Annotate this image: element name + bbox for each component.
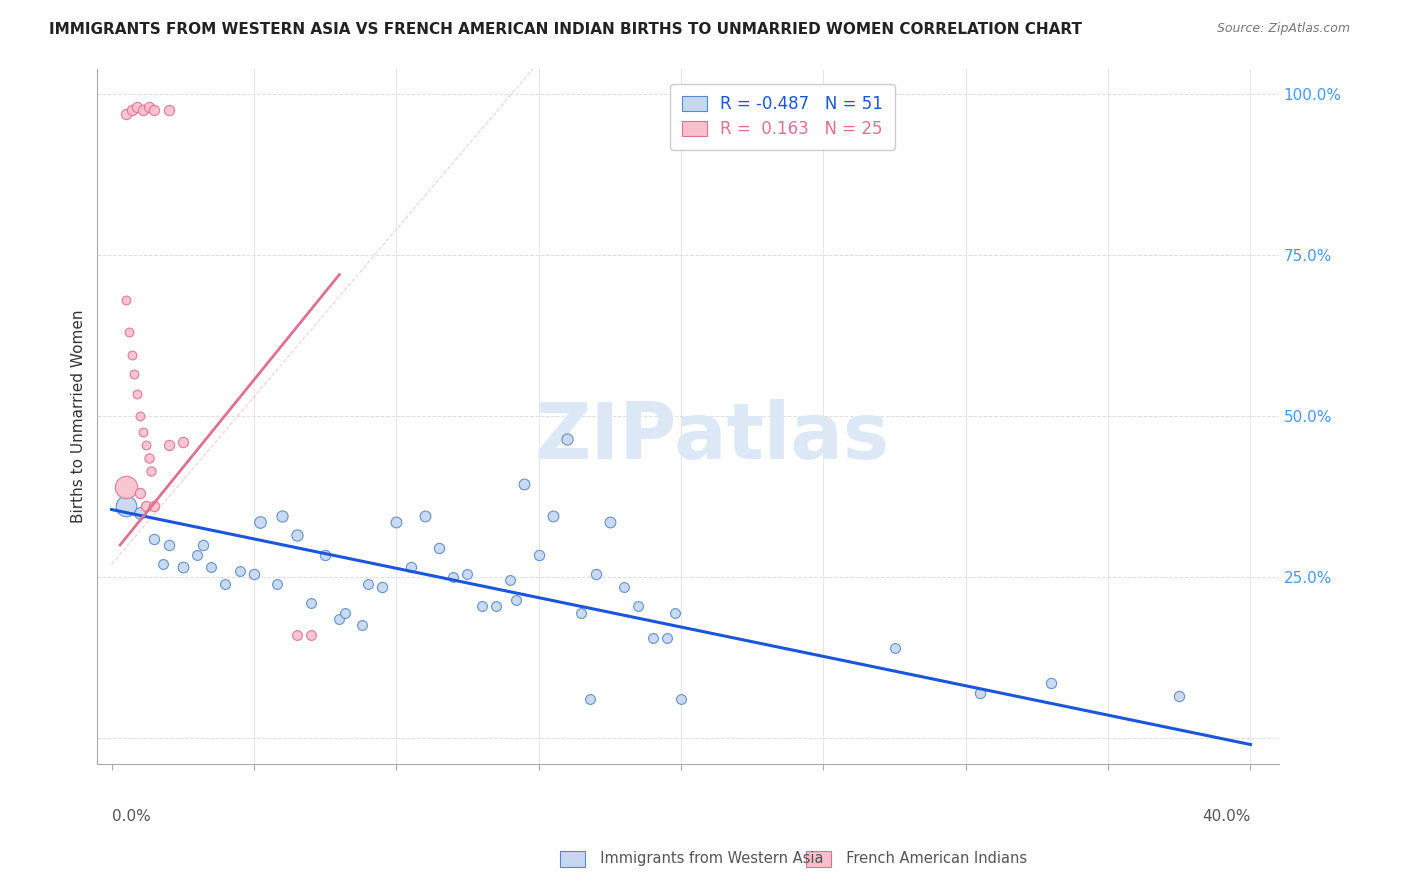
Point: [385, 516, 408, 530]
Point: [135, 438, 157, 452]
Point: [579, 692, 602, 706]
Point: [157, 538, 180, 552]
Y-axis label: Births to Unmarried Women: Births to Unmarried Women: [72, 310, 86, 523]
Point: [357, 576, 380, 591]
Point: [505, 592, 527, 607]
Point: [513, 476, 536, 491]
Point: [132, 103, 155, 118]
Point: [114, 480, 136, 494]
Point: [129, 486, 152, 500]
Point: [129, 409, 152, 424]
Point: [585, 566, 607, 581]
Point: [271, 508, 294, 523]
Point: [569, 606, 592, 620]
Text: French American Indians: French American Indians: [837, 851, 1026, 865]
Point: [135, 500, 157, 514]
Point: [541, 508, 564, 523]
Point: [285, 628, 308, 642]
Point: [114, 106, 136, 120]
Point: [114, 293, 136, 308]
Point: [485, 599, 508, 613]
Text: 0.0%: 0.0%: [111, 809, 150, 824]
Point: [228, 564, 250, 578]
Point: [266, 576, 288, 591]
Point: [200, 560, 222, 574]
Point: [138, 100, 160, 114]
Point: [191, 538, 214, 552]
Point: [613, 580, 636, 594]
Point: [143, 500, 166, 514]
Point: [172, 434, 194, 449]
Point: [129, 506, 152, 520]
Point: [249, 516, 271, 530]
Point: [143, 532, 166, 546]
Point: [883, 640, 905, 655]
Point: [124, 368, 146, 382]
Point: [664, 606, 686, 620]
Point: [299, 596, 322, 610]
Point: [143, 103, 166, 118]
Point: [641, 632, 664, 646]
Text: Immigrants from Western Asia: Immigrants from Western Asia: [591, 851, 823, 865]
Point: [669, 692, 692, 706]
Point: [655, 632, 678, 646]
Point: [599, 516, 621, 530]
Point: [371, 580, 394, 594]
Point: [555, 432, 578, 446]
Point: [328, 612, 350, 626]
Point: [141, 464, 163, 478]
Point: [352, 618, 374, 632]
Point: [138, 450, 160, 465]
Text: IMMIGRANTS FROM WESTERN ASIA VS FRENCH AMERICAN INDIAN BIRTHS TO UNMARRIED WOMEN: IMMIGRANTS FROM WESTERN ASIA VS FRENCH A…: [49, 22, 1083, 37]
Point: [121, 103, 143, 118]
Point: [399, 560, 422, 574]
Point: [499, 574, 522, 588]
Text: ZIPatlas: ZIPatlas: [534, 399, 889, 475]
Point: [413, 508, 436, 523]
Point: [627, 599, 650, 613]
Point: [127, 386, 149, 401]
Point: [132, 425, 155, 440]
Point: [285, 528, 308, 542]
Point: [456, 566, 478, 581]
Point: [121, 348, 143, 362]
Point: [157, 438, 180, 452]
Point: [127, 100, 149, 114]
Point: [471, 599, 494, 613]
Point: [969, 686, 991, 700]
Point: [527, 548, 550, 562]
Point: [299, 628, 322, 642]
Point: [427, 541, 450, 556]
Legend: R = -0.487   N = 51, R =  0.163   N = 25: R = -0.487 N = 51, R = 0.163 N = 25: [671, 84, 896, 150]
Point: [186, 548, 208, 562]
Point: [152, 558, 174, 572]
Text: 40.0%: 40.0%: [1202, 809, 1250, 824]
Point: [441, 570, 464, 584]
Point: [333, 606, 356, 620]
Point: [214, 576, 236, 591]
Point: [243, 566, 266, 581]
Point: [314, 548, 336, 562]
Point: [1040, 676, 1063, 690]
Point: [157, 103, 180, 118]
Point: [118, 326, 141, 340]
Point: [172, 560, 194, 574]
Text: Source: ZipAtlas.com: Source: ZipAtlas.com: [1216, 22, 1350, 36]
Point: [114, 500, 136, 514]
Point: [1168, 690, 1191, 704]
